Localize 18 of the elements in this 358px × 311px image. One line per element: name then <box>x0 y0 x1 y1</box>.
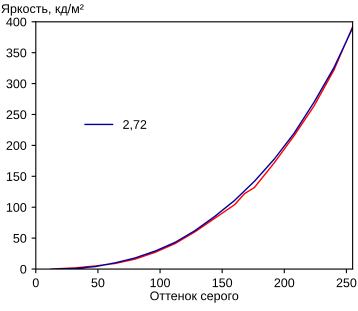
y-tick-label: 50 <box>13 234 26 243</box>
y-tick-label: 400 <box>6 18 26 26</box>
y-tick-label: 100 <box>6 203 26 212</box>
y-axis-title: Яркость, кд/м² <box>2 4 84 16</box>
y-tick-label: 250 <box>6 110 26 120</box>
x-tick-label: 250 <box>336 278 356 288</box>
x-tick-label: 100 <box>150 278 170 288</box>
y-tick-label: 350 <box>6 48 26 58</box>
y-tick-label: 150 <box>6 172 26 181</box>
y-tick-label: 300 <box>6 79 26 88</box>
y-tick-label: 0 <box>20 264 26 274</box>
x-tick-label: 150 <box>212 278 232 288</box>
x-tick-label: 0 <box>32 278 39 288</box>
x-tick-label: 200 <box>274 278 294 288</box>
legend-label: 2,72 <box>123 120 146 130</box>
y-tick-label: 200 <box>6 141 26 150</box>
x-tick-label: 50 <box>91 278 104 288</box>
x-axis-title: Оттенок серого <box>150 291 238 303</box>
